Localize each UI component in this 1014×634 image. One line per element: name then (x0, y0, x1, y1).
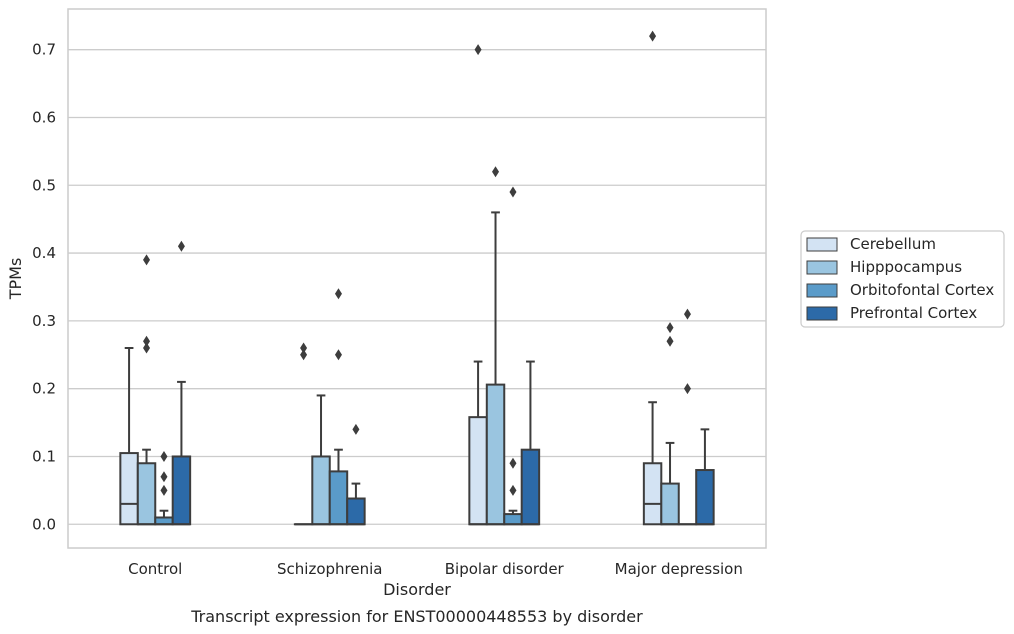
box-orbitofontal-cortex (677, 308, 698, 526)
x-axis-label: Disorder (383, 580, 451, 599)
box-orbitofontal-cortex (154, 450, 174, 526)
outlier-point (160, 471, 168, 483)
x-tick-label: Major depression (615, 560, 743, 578)
y-tick-label: 0.2 (32, 380, 56, 398)
outlier-point (334, 288, 342, 300)
box-prefrontal-cortex (346, 423, 366, 526)
box-body (136, 462, 157, 526)
y-tick-label: 0.7 (32, 41, 56, 59)
box-body (154, 516, 174, 526)
box-cerebellum (293, 342, 314, 526)
y-tick-label: 0.5 (32, 176, 56, 194)
outlier-point (300, 342, 308, 354)
box-body (311, 455, 331, 526)
box-hipppocampus (136, 254, 157, 526)
outlier-point (334, 349, 342, 361)
box-body (660, 482, 680, 526)
legend-swatch (806, 283, 838, 298)
outlier-point (509, 186, 517, 198)
legend-label: Orbitofontal Cortex (850, 281, 994, 299)
box-prefrontal-cortex (695, 428, 715, 526)
box-cerebellum (642, 30, 663, 526)
outlier-point (649, 30, 657, 42)
outlier-point (300, 349, 308, 361)
legend-frame (800, 230, 1005, 328)
plot-frame (67, 8, 767, 549)
outlier-point (509, 484, 517, 496)
outlier-point (683, 383, 691, 395)
box-body (642, 462, 663, 526)
x-tick-label: Bipolar disorder (445, 560, 565, 578)
box-body (468, 416, 488, 526)
outlier-point (492, 166, 500, 178)
box-body (520, 448, 541, 526)
box-groups (119, 30, 715, 526)
box-cerebellum (119, 346, 139, 526)
x-tick-labels: Control Schizophrenia Bipolar disorder Majo… (128, 560, 743, 578)
box-body (346, 497, 366, 526)
outlier-point (509, 457, 517, 469)
legend-label: Hipppocampus (850, 258, 962, 276)
y-axis-label: TPMs (6, 258, 25, 301)
box-body (328, 470, 349, 526)
legend-swatch (806, 237, 838, 252)
x-tick-label: Control (128, 560, 182, 578)
box-body (485, 383, 506, 526)
legend: Cerebellum Hipppocampus Orbitofontal Corte… (800, 230, 1005, 328)
box-hipppocampus (311, 394, 331, 526)
box-body (503, 513, 523, 526)
grid-lines (68, 49, 766, 525)
outlier-point (666, 322, 674, 334)
legend-swatch (806, 260, 838, 275)
y-tick-label: 0.1 (32, 447, 56, 465)
y-tick-labels: 0.0 0.1 0.2 0.3 0.4 0.5 0.6 0.7 (32, 41, 56, 534)
legend-swatch (806, 306, 838, 321)
y-tick-label: 0.6 (32, 108, 56, 126)
outlier-point (143, 335, 151, 347)
outlier-point (352, 423, 360, 435)
legend-label: Cerebellum (850, 235, 936, 253)
box-hipppocampus (485, 166, 506, 526)
y-tick-label: 0.4 (32, 244, 56, 262)
y-tick-label: 0.0 (32, 515, 56, 533)
y-tick-label: 0.3 (32, 312, 56, 330)
outlier-point (160, 450, 168, 462)
box-body (695, 469, 715, 526)
box-hipppocampus (660, 322, 680, 526)
outlier-point (143, 342, 151, 354)
box-cerebellum (468, 44, 488, 526)
outlier-point (160, 484, 168, 496)
box-body (119, 452, 139, 526)
box-orbitofontal-cortex (328, 288, 349, 526)
box-body (171, 455, 192, 526)
box-prefrontal-cortex (171, 240, 192, 526)
outlier-point (683, 308, 691, 320)
outlier-point (666, 335, 674, 347)
outlier-point (143, 254, 151, 266)
box-orbitofontal-cortex (503, 186, 523, 526)
outlier-point (177, 240, 185, 252)
x-tick-label: Schizophrenia (277, 560, 382, 578)
box-prefrontal-cortex (520, 360, 541, 526)
outlier-point (474, 44, 482, 56)
legend-label: Prefrontal Cortex (850, 304, 977, 322)
chart-caption: Transcript expression for ENST0000044855… (190, 607, 643, 626)
